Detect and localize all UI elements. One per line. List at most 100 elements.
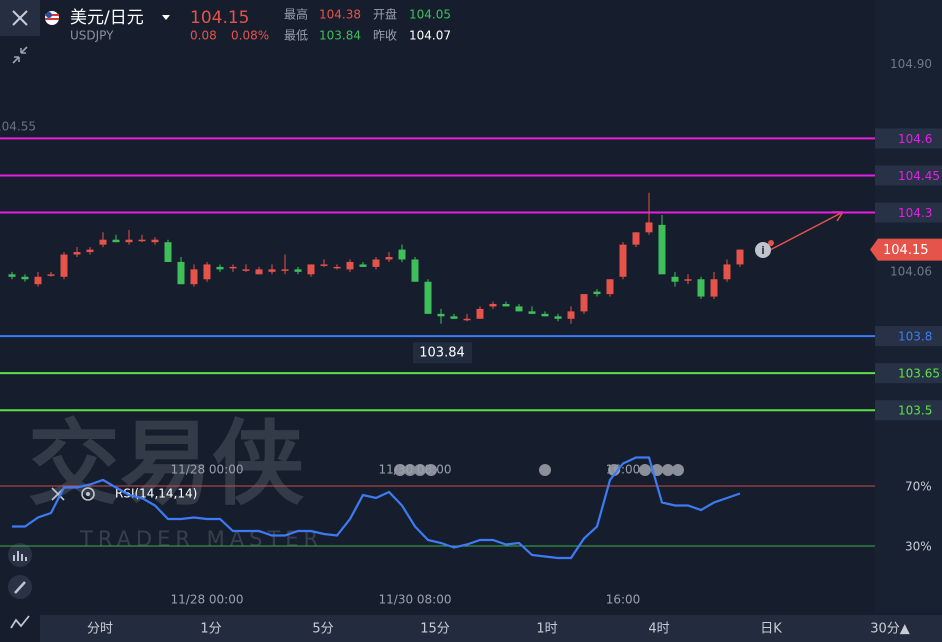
event-dot[interactable] (672, 464, 684, 476)
candle-body (138, 239, 146, 242)
candle-body (541, 313, 549, 317)
level-label: 103.65 (898, 367, 940, 381)
candle-body (723, 264, 731, 280)
tab[interactable]: 1分 (200, 622, 221, 637)
rsi-tick-label: 30% (905, 540, 932, 554)
candle-body (450, 316, 458, 319)
y-tick-label: 104.90 (890, 57, 932, 71)
low-marker: 103.84 (419, 346, 465, 361)
rsi-settings[interactable] (81, 487, 95, 501)
tab[interactable]: 15分 (420, 622, 450, 637)
rsi-tick-label: 70% (905, 480, 932, 494)
watermark-en: TRADER MASTER (79, 527, 323, 551)
price-axis (875, 0, 942, 612)
price: 104.15 (190, 8, 249, 28)
current-price: 104.15 (883, 243, 929, 258)
candle-body (346, 261, 354, 270)
candle-body (710, 279, 718, 297)
level-label: 104.45 (898, 169, 940, 183)
candle-body (112, 239, 120, 243)
level-label-box (875, 326, 942, 347)
candle-body (190, 269, 198, 285)
candle-body (333, 266, 341, 269)
prev: 104.07 (409, 29, 451, 43)
candle-body (463, 318, 471, 321)
candle-body (385, 257, 393, 260)
candle-body (697, 279, 705, 297)
line-tool[interactable] (10, 615, 30, 629)
low-label: 最低 (284, 29, 308, 43)
indicator-icon (13, 551, 27, 561)
candle-body (60, 254, 68, 277)
y-tick-label: 104.06 (890, 264, 932, 278)
candle-body (411, 259, 419, 282)
tab[interactable]: 日K (760, 622, 782, 637)
candle-body (281, 269, 289, 271)
tab[interactable]: 5分 (312, 622, 333, 637)
candle-body (164, 242, 172, 262)
candle-body (151, 239, 159, 243)
event-dot[interactable] (394, 464, 406, 476)
candle-body (255, 269, 263, 275)
prev-label: 昨收 (373, 29, 397, 43)
candle-body (671, 276, 679, 282)
event-dot[interactable] (414, 464, 426, 476)
change: 0.08 (190, 29, 217, 43)
tab[interactable]: 4时 (648, 622, 669, 637)
candle-body (619, 244, 627, 277)
event-dot[interactable] (662, 464, 674, 476)
event-dot[interactable] (539, 464, 551, 476)
candle-body (216, 266, 224, 270)
x-tick-label: 11/30 08:00 (379, 463, 452, 477)
candle-body (203, 264, 211, 280)
level-label: 104.6 (898, 132, 932, 146)
candle-body (502, 303, 510, 307)
event-markers (394, 464, 684, 476)
level-label-box (875, 400, 942, 421)
tab[interactable]: 1时 (536, 622, 557, 637)
candle-body (424, 281, 432, 314)
level-label-box (875, 363, 942, 384)
info-glyph: i (761, 244, 765, 257)
candle-body (515, 306, 523, 312)
event-dot[interactable] (404, 464, 416, 476)
collapse-button[interactable] (12, 46, 28, 64)
symbol[interactable]: 美元/日元 (70, 8, 144, 28)
tab[interactable]: 分时 (87, 622, 113, 637)
symbol-code: USDJPY (70, 29, 114, 43)
candle-body (242, 269, 250, 271)
event-dot[interactable] (639, 464, 651, 476)
chart: 104.90 104.06 104.6 104.45 104.3 103.8 103.65 1… (0, 57, 942, 607)
level-label-box (875, 128, 942, 149)
event-dot[interactable] (425, 464, 437, 476)
tab-gap (0, 612, 942, 615)
tabs: 分时 1分 5分 15分 1时 4时 日K 30分▲ (87, 622, 910, 637)
arrow-handle (768, 240, 774, 246)
x-tick-label: 11/28 00:00 (171, 463, 244, 477)
change-pct: 0.08% (231, 29, 269, 43)
candle-body (99, 239, 107, 245)
open-label: 开盘 (373, 7, 397, 22)
event-dot[interactable] (608, 464, 620, 476)
candle-body (268, 269, 276, 272)
candle-body (34, 276, 42, 285)
dropdown[interactable] (162, 15, 170, 20)
indicator-tool[interactable] (8, 543, 32, 567)
level-label-box (875, 202, 942, 223)
candle-body (437, 313, 445, 317)
level-label: 103.5 (898, 404, 932, 418)
watermark: 交易侠 (28, 410, 305, 517)
tab[interactable]: 30分▲ (870, 622, 910, 637)
candle-body (372, 259, 380, 267)
candle-body (398, 249, 406, 260)
candle-body (47, 274, 55, 276)
x-tick-label: 11/28 00:00 (171, 593, 244, 607)
candle-body (8, 274, 16, 277)
candle-body (307, 264, 315, 275)
info-icon[interactable] (755, 242, 771, 258)
candle-body (177, 261, 185, 285)
candle-body (86, 249, 94, 253)
low: 103.84 (319, 29, 361, 43)
